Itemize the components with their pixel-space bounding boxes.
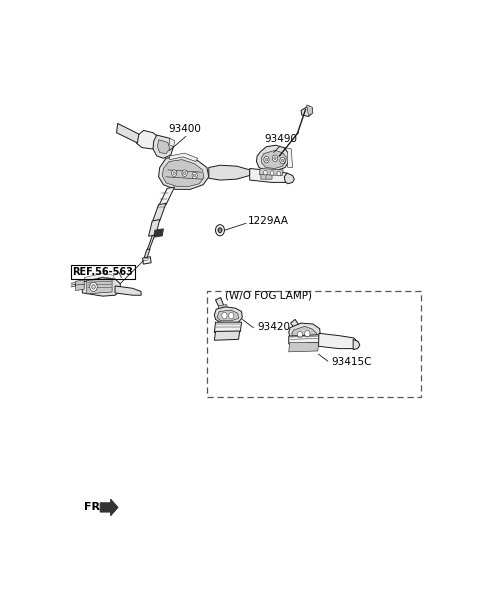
Text: 93400: 93400 <box>168 124 201 134</box>
Circle shape <box>183 172 186 174</box>
Circle shape <box>265 158 267 161</box>
Polygon shape <box>301 106 312 116</box>
Polygon shape <box>162 160 204 186</box>
Polygon shape <box>83 277 120 296</box>
Circle shape <box>228 312 234 319</box>
Polygon shape <box>319 333 358 349</box>
Polygon shape <box>215 307 242 324</box>
Circle shape <box>192 172 197 178</box>
Polygon shape <box>170 138 175 147</box>
Circle shape <box>273 155 277 162</box>
Circle shape <box>172 170 177 176</box>
Polygon shape <box>261 172 272 179</box>
Polygon shape <box>307 105 313 116</box>
Polygon shape <box>216 297 224 308</box>
Polygon shape <box>76 284 84 291</box>
Text: 1229AA: 1229AA <box>248 216 289 226</box>
Polygon shape <box>215 331 240 340</box>
Polygon shape <box>218 305 228 312</box>
Polygon shape <box>157 140 170 154</box>
Polygon shape <box>285 148 292 168</box>
Circle shape <box>280 157 285 164</box>
Polygon shape <box>209 165 250 180</box>
Polygon shape <box>115 286 141 295</box>
Polygon shape <box>76 280 84 286</box>
Circle shape <box>274 157 276 160</box>
Circle shape <box>90 282 97 291</box>
Polygon shape <box>87 279 112 294</box>
Polygon shape <box>284 173 294 184</box>
Text: (W/O FOG LAMP): (W/O FOG LAMP) <box>225 290 312 300</box>
Bar <box>207 291 421 397</box>
Circle shape <box>218 228 222 233</box>
Polygon shape <box>152 203 166 223</box>
Polygon shape <box>143 257 151 264</box>
Polygon shape <box>148 219 160 236</box>
Circle shape <box>270 171 274 175</box>
Circle shape <box>173 172 175 174</box>
Circle shape <box>193 174 196 177</box>
Circle shape <box>222 312 227 319</box>
Polygon shape <box>290 320 300 330</box>
Polygon shape <box>117 124 139 143</box>
Polygon shape <box>215 322 241 332</box>
Polygon shape <box>100 499 118 516</box>
Circle shape <box>297 332 302 338</box>
Polygon shape <box>170 153 198 162</box>
Polygon shape <box>256 145 289 171</box>
Circle shape <box>264 170 267 175</box>
Circle shape <box>92 285 96 289</box>
Text: 93420: 93420 <box>257 322 290 332</box>
Text: 93490: 93490 <box>265 134 298 144</box>
Circle shape <box>182 170 187 176</box>
Polygon shape <box>154 229 163 237</box>
Text: 93415C: 93415C <box>332 356 372 367</box>
Text: REF.56-563: REF.56-563 <box>72 267 133 277</box>
Polygon shape <box>143 249 150 262</box>
Polygon shape <box>289 343 319 352</box>
Polygon shape <box>353 339 360 350</box>
Polygon shape <box>217 310 239 321</box>
Polygon shape <box>84 273 114 281</box>
Polygon shape <box>292 326 317 341</box>
Circle shape <box>305 330 310 337</box>
Polygon shape <box>153 135 173 158</box>
Polygon shape <box>147 235 155 251</box>
Circle shape <box>264 156 269 163</box>
Circle shape <box>281 159 284 162</box>
Text: FR.: FR. <box>84 502 105 513</box>
Polygon shape <box>289 335 320 344</box>
Polygon shape <box>289 323 321 343</box>
Circle shape <box>277 171 281 176</box>
Polygon shape <box>136 130 158 149</box>
Polygon shape <box>158 187 175 206</box>
Circle shape <box>216 225 225 236</box>
Polygon shape <box>262 150 286 168</box>
Polygon shape <box>250 168 290 182</box>
Polygon shape <box>158 156 209 189</box>
Polygon shape <box>259 168 283 175</box>
